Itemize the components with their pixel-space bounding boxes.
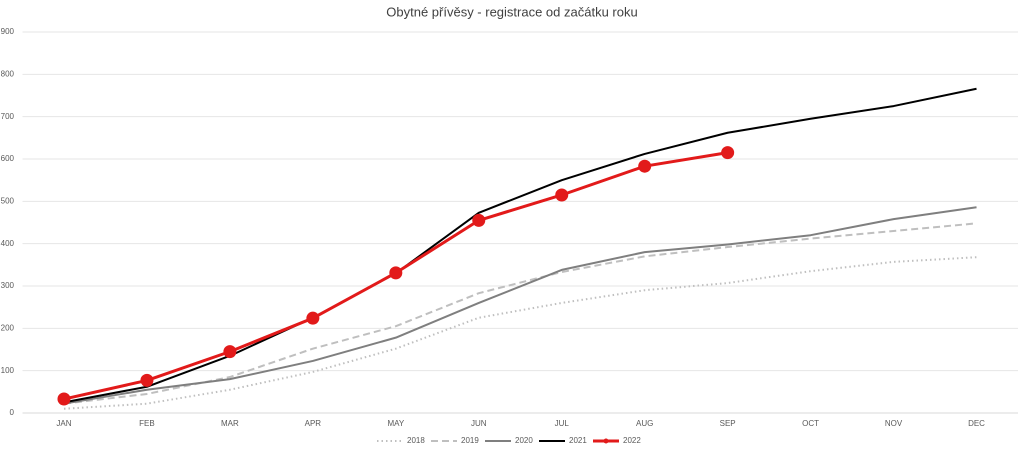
y-tick-label: 800 [1, 69, 15, 78]
y-tick-label: 900 [1, 27, 15, 36]
series-line [63, 256, 977, 410]
y-tick-label: 600 [1, 154, 15, 163]
x-tick-label: JUL [555, 419, 570, 428]
chart-title: Obytné přívěsy - registrace od začátku r… [386, 4, 637, 19]
x-tick-label: FEB [139, 419, 155, 428]
y-tick-label: 400 [1, 239, 15, 248]
series-marker [140, 373, 154, 387]
x-tick-label: NOV [885, 419, 903, 428]
x-tick-label: MAY [387, 419, 404, 428]
legend-label: 2022 [623, 436, 641, 445]
legend-marker [603, 438, 609, 444]
y-tick-label: 700 [1, 112, 15, 121]
y-tick-label: 100 [1, 366, 15, 375]
y-tick-label: 200 [1, 323, 15, 332]
series-line [63, 222, 977, 405]
y-tick-label: 0 [10, 408, 15, 417]
x-tick-label: DEC [968, 419, 985, 428]
x-tick-label: AUG [636, 419, 653, 428]
x-tick-label: JAN [56, 419, 71, 428]
series-line [63, 206, 977, 405]
y-tick-label: 300 [1, 281, 15, 290]
series-line [63, 87, 977, 404]
x-tick-label: OCT [802, 419, 819, 428]
x-tick-label: SEP [720, 419, 736, 428]
series-marker [57, 392, 71, 406]
series-marker [389, 266, 403, 280]
x-tick-label: MAR [221, 419, 239, 428]
legend-label: 2021 [569, 436, 587, 445]
legend-label: 2019 [461, 436, 479, 445]
x-tick-label: APR [305, 419, 322, 428]
series-marker [223, 345, 237, 359]
series-marker [638, 159, 652, 173]
series-marker [472, 213, 486, 227]
legend-label: 2018 [407, 436, 425, 445]
x-tick-label: JUN [471, 419, 487, 428]
series-marker [721, 146, 735, 160]
series-marker [555, 188, 569, 202]
y-tick-label: 500 [1, 196, 15, 205]
legend-label: 2020 [515, 436, 533, 445]
series-marker [306, 311, 320, 325]
